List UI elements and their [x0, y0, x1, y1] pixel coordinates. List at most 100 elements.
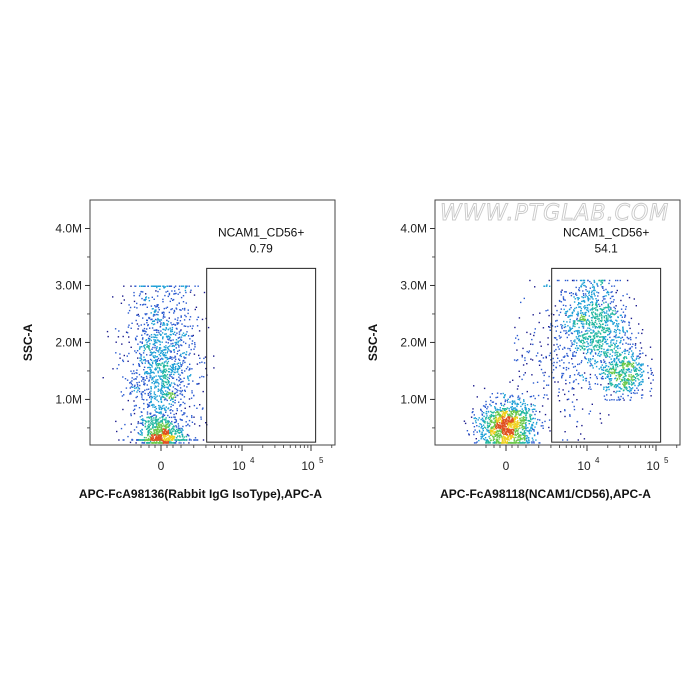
event-dot	[171, 376, 173, 378]
event-dot	[493, 425, 495, 427]
event-dot	[605, 341, 607, 343]
event-dot	[199, 357, 201, 359]
event-dot	[632, 359, 634, 361]
event-dot	[145, 339, 148, 341]
event-dot	[600, 341, 602, 343]
event-dot	[169, 300, 171, 303]
event-dot	[473, 442, 476, 444]
event-dot	[147, 425, 149, 427]
event-dot	[190, 348, 192, 351]
event-dot	[129, 391, 132, 394]
event-dot	[532, 424, 534, 427]
event-dot	[553, 350, 556, 352]
event-dot	[474, 417, 476, 419]
event-dot	[205, 367, 207, 370]
event-dot	[616, 384, 618, 386]
event-dot	[513, 417, 515, 419]
event-dot	[591, 295, 593, 298]
event-dot	[189, 325, 192, 327]
event-dot	[606, 389, 608, 391]
event-dot	[141, 422, 143, 424]
event-dot	[524, 436, 526, 438]
event-dot	[174, 431, 177, 433]
event-dot	[158, 428, 160, 431]
event-dot	[141, 334, 143, 336]
event-dot	[202, 407, 204, 409]
event-dot	[184, 307, 186, 310]
event-dot	[622, 367, 624, 369]
event-dot	[164, 316, 166, 318]
event-dot	[490, 415, 492, 418]
event-dot	[167, 338, 169, 340]
event-dot	[166, 393, 168, 396]
event-dot	[521, 393, 524, 395]
event-dot	[185, 302, 187, 304]
event-dot	[142, 378, 145, 381]
event-dot	[163, 419, 166, 421]
event-dot	[605, 327, 608, 330]
event-dot	[616, 289, 618, 292]
event-dot	[622, 357, 625, 359]
event-dot	[582, 317, 584, 320]
event-dot	[507, 426, 510, 428]
gate-rectangle[interactable]	[206, 267, 317, 443]
event-dot	[134, 350, 136, 352]
event-dot	[595, 376, 598, 378]
event-dot	[565, 314, 567, 316]
event-dot	[151, 379, 153, 381]
event-dot	[172, 377, 175, 379]
event-dot	[147, 406, 149, 408]
event-dot	[594, 352, 597, 354]
event-dot	[188, 405, 191, 408]
event-dot	[188, 383, 190, 385]
event-dot	[556, 361, 558, 364]
event-dot	[606, 324, 609, 326]
event-dot	[521, 433, 523, 436]
event-dot	[604, 338, 606, 341]
event-dot	[183, 377, 185, 379]
event-dot	[153, 323, 156, 325]
event-dot	[142, 291, 144, 293]
event-dot	[569, 348, 571, 350]
event-dot	[165, 394, 167, 396]
event-dot	[188, 442, 190, 444]
event-dot	[148, 366, 150, 369]
event-dot	[617, 316, 619, 318]
event-dot	[606, 354, 608, 357]
event-dot	[141, 434, 143, 436]
event-dot	[502, 442, 505, 444]
event-dot	[173, 310, 176, 313]
event-dot	[173, 426, 175, 428]
event-dot	[619, 383, 621, 385]
event-dot	[172, 298, 175, 301]
event-dot	[499, 442, 501, 444]
event-dot	[187, 375, 189, 378]
event-dot	[523, 412, 526, 414]
event-dot	[141, 398, 143, 400]
event-dot	[560, 294, 562, 296]
event-dot	[144, 440, 146, 442]
event-dot	[143, 323, 146, 326]
event-dot	[529, 417, 532, 420]
event-dot	[621, 388, 623, 390]
event-dot	[488, 435, 490, 438]
event-dot	[521, 403, 524, 406]
event-dot	[186, 386, 188, 388]
event-dot	[135, 338, 137, 341]
event-dot	[149, 422, 152, 424]
event-dot	[162, 395, 164, 398]
event-dot	[603, 354, 606, 356]
gate-rectangle[interactable]	[551, 267, 662, 443]
event-dot	[151, 296, 153, 298]
event-dot	[161, 380, 163, 382]
event-dot	[496, 392, 499, 394]
event-dot	[607, 328, 609, 330]
event-dot	[491, 435, 494, 437]
event-dot	[497, 435, 499, 437]
event-dot	[618, 329, 620, 331]
event-dot	[159, 390, 162, 392]
event-dot	[572, 354, 574, 356]
event-dot	[621, 364, 624, 367]
event-dot	[165, 307, 167, 309]
event-dot	[155, 362, 157, 364]
